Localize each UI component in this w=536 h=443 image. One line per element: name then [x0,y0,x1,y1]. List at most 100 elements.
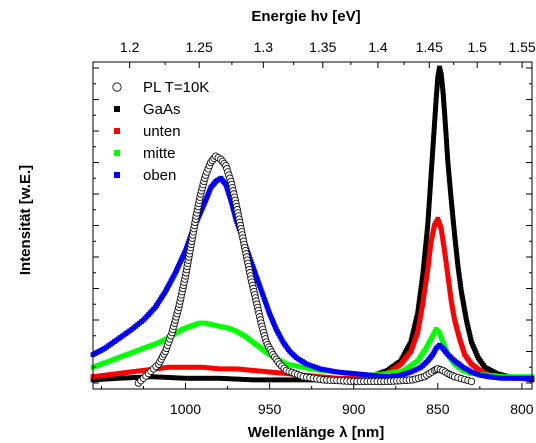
data-point [279,370,285,376]
data-point [268,377,274,383]
data-point [442,250,448,256]
data-point [95,377,101,382]
data-point [447,288,453,294]
data-point [466,327,472,333]
data-point [424,235,429,241]
data-point [250,368,256,373]
data-point [444,139,449,145]
data-point [214,375,219,381]
data-point [384,371,390,376]
data-point [426,259,432,265]
data-point [185,375,191,381]
data-point [430,142,436,148]
data-point [445,165,451,170]
data-point [300,364,306,370]
data-point [448,197,454,203]
data-point [370,372,376,378]
data-point [432,122,437,128]
data-point [255,377,261,383]
data-point [157,374,163,380]
data-point [445,162,451,168]
data-point [153,341,158,347]
data-point [143,345,149,350]
data-point [418,288,424,294]
data-point [450,210,455,216]
data-point [252,368,258,374]
data-point [422,250,428,256]
data-point [237,376,243,382]
legend-label: PL T=10K [143,79,209,96]
data-point [456,271,462,277]
x-tick-label: 850 [426,401,450,417]
x-tick-label: 1000 [170,401,201,417]
data-point [445,155,450,160]
data-point [447,187,453,193]
data-point [444,265,450,271]
data-point [115,375,121,381]
data-point [419,278,425,284]
data-point [455,261,461,267]
data-point [432,117,438,123]
data-point [417,296,423,301]
data-point [448,195,454,201]
data-point [468,337,474,342]
data-point [455,259,460,265]
data-point [263,377,269,383]
data-point [276,370,282,376]
data-point [447,185,453,191]
data-point [136,368,141,374]
data-point [420,301,426,307]
data-point [190,375,196,381]
data-point [433,97,439,102]
data-point [382,368,388,374]
data-point [93,373,98,379]
data-point [447,182,453,188]
data-point [430,152,435,158]
data-point [278,377,284,383]
data-point [422,287,428,292]
data-point [453,242,459,248]
top-tick-label: 1.5 [467,39,487,55]
series-oben [90,175,535,381]
data-point [289,377,295,383]
data-point [380,373,385,379]
data-point [440,236,446,241]
data-point [416,303,422,309]
data-point [131,349,137,355]
data-point [190,364,196,370]
legend-square-marker [114,128,120,134]
data-point [422,255,427,261]
data-point [422,253,428,259]
data-point [233,366,239,372]
data-point [442,114,448,120]
data-point [204,365,210,371]
legend-square-marker [114,150,120,156]
data-point [284,377,289,383]
data-point [195,364,200,370]
data-point [442,112,448,118]
data-point [422,248,428,254]
data-point [172,375,178,381]
data-point [444,147,450,153]
data-point [117,354,122,360]
x-tick-label: 950 [258,401,282,417]
data-point [443,260,449,266]
data-point [429,162,435,168]
data-point [446,283,452,289]
data-point [286,377,292,383]
data-point [363,372,369,378]
data-point [442,109,447,115]
data-point [203,375,209,381]
data-point [467,334,473,340]
data-point [454,251,460,257]
data-point [447,177,452,183]
legend-item: GaAs [114,101,181,118]
data-point [262,369,268,374]
data-point [136,374,142,380]
data-point [424,228,430,233]
data-point [442,253,448,259]
data-point [451,227,457,233]
data-point [432,109,438,115]
data-point [457,276,463,282]
data-point [427,192,433,198]
